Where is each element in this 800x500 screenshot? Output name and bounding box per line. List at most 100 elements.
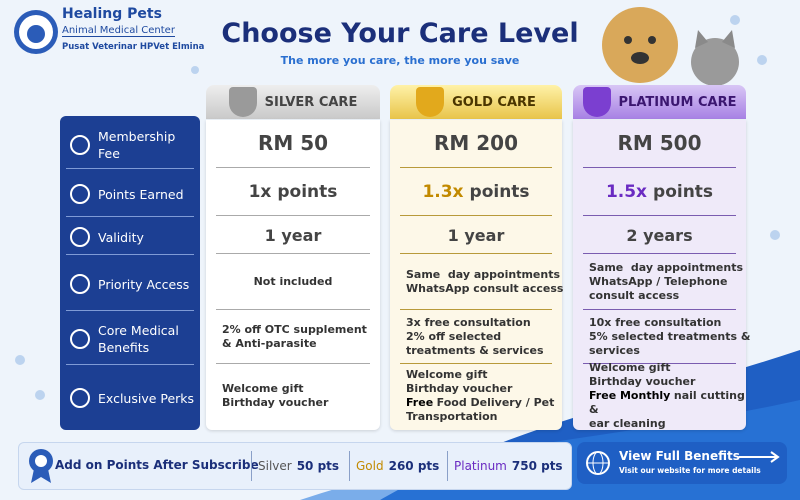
perk-line: Birthday voucher (406, 382, 562, 396)
benefit-line: Same day appointments (406, 268, 561, 281)
cell-divider (583, 363, 736, 364)
row-divider (66, 364, 194, 365)
perk-line: ear cleaning (589, 417, 746, 431)
row-divider (66, 216, 194, 217)
perk-line: Free Food Delivery / Pet (406, 396, 562, 410)
tier-cell: Welcome gift Birthday voucher Free Food De… (390, 366, 562, 426)
perk-line: Welcome gift (406, 368, 562, 382)
points-unit: points (277, 182, 338, 202)
footer-label: Add on Points After Subscribe (55, 458, 259, 472)
addon: Platinum 750 pts (447, 451, 563, 481)
tier-cell: Welcome gift Birthday voucher Free Monthly… (573, 361, 746, 430)
cell-divider (216, 215, 370, 216)
benefit-line: 10x free consultation (589, 316, 722, 329)
globe-icon (586, 451, 610, 475)
benefit-line: 3x free consultation (406, 316, 531, 329)
addon-points: 750 pts (511, 459, 563, 473)
benefit-line: services (589, 344, 640, 357)
addon-points: 50 pts (296, 459, 340, 473)
button-title: View Full Benefits (619, 449, 740, 463)
points-unit: points (469, 182, 530, 202)
perk-line: Birthday voucher (222, 396, 380, 410)
subtitle: The more you care, the more you save (280, 54, 520, 67)
arrow-icon (739, 451, 780, 463)
view-benefits-button[interactable]: View Full Benefits Visit our website for… (577, 442, 787, 484)
tier-header: GOLD CARE (390, 85, 562, 119)
cell-divider (400, 309, 552, 310)
row-icon (70, 227, 90, 247)
tier-column: RM 500 1.5x points 2 years Same day appointm… (573, 120, 751, 430)
cell-divider (583, 253, 736, 254)
perk-text: Free Monthly (589, 389, 671, 402)
row-icon (70, 184, 90, 204)
tier-cell: Same day appointments WhatsApp consult ac… (390, 256, 564, 308)
tier-cell: 1 year (206, 218, 380, 252)
cell-divider (400, 253, 552, 254)
row-label-text: Points Earned (98, 186, 184, 202)
benefit-line: 2% off selected (406, 330, 502, 343)
tier-name: PLATINUM CARE (618, 94, 737, 110)
fee: RM 500 (617, 131, 702, 155)
row-label: Exclusive Perks (62, 366, 198, 430)
badge-icon (29, 449, 53, 483)
tier-shield (582, 87, 611, 117)
tier-cell: RM 200 (390, 120, 562, 166)
tier-header: SILVER CARE (206, 85, 380, 119)
tier-header: PLATINUM CARE (573, 85, 746, 119)
row-label: Priority Access (62, 256, 198, 312)
tier-cell: 2% off OTC supplement & Anti-parasite (206, 312, 380, 362)
benefit-line: consult access (589, 289, 680, 302)
tier-cell: Same day appointments WhatsApp / Telephon… (573, 256, 746, 308)
tier-cell: RM 500 (573, 120, 746, 166)
fee: RM 200 (433, 131, 518, 155)
points-unit: points (653, 182, 714, 202)
points: 1.3x points (422, 182, 529, 202)
perk-line: Welcome gift (222, 382, 380, 396)
perk-text: Birthday voucher (406, 382, 513, 395)
benefit-line: WhatsApp / Telephone (589, 275, 728, 288)
addon-points: 260 pts (388, 459, 440, 473)
perk-line: Free Monthly nail cutting & (589, 389, 746, 417)
benefit-line: WhatsApp consult access (406, 282, 564, 295)
row-label: Validity (62, 218, 198, 256)
tier-cell: 3x free consultation 2% off selected treat… (390, 312, 562, 362)
row-divider (66, 310, 194, 311)
row-icon (70, 135, 90, 155)
tier-cell: 1 year (390, 218, 562, 252)
tier-column: RM 50 1x points 1 year Not included 2% off OT… (206, 120, 380, 430)
perk-text: Food Delivery / Pet (436, 396, 555, 409)
perk-line: Welcome gift (589, 361, 746, 375)
cell-divider (583, 167, 736, 168)
addon-tier: Silver (258, 459, 292, 473)
brand-subname: Pusat Veterinar HPVet Elmina (62, 42, 205, 52)
row-label: Core Medical Benefits (62, 312, 198, 366)
addon: Silver 50 pts (251, 451, 339, 481)
tier-cell: RM 50 (206, 120, 380, 166)
row-divider (66, 254, 194, 255)
tier-cell: 2 years (573, 218, 746, 252)
points-multiplier: 1.3x (422, 182, 464, 202)
row-icon (70, 274, 90, 294)
perk-line: Birthday voucher (589, 375, 746, 389)
points: 1.5x points (606, 182, 713, 202)
perk-text: Free (406, 396, 434, 409)
tier-cell: 1.5x points (573, 170, 746, 214)
row-label-text: Core Medical Benefits (98, 323, 179, 355)
addon-tier: Platinum (454, 459, 507, 473)
brand-name: Healing Pets (62, 6, 162, 22)
benefit-line: treatments & services (406, 344, 544, 357)
addon: Gold 260 pts (349, 451, 439, 481)
fee: RM 50 (257, 131, 329, 155)
tier-shield (228, 87, 257, 117)
addon-tier: Gold (356, 459, 384, 473)
benefit-line: & Anti-parasite (222, 337, 317, 350)
validity: 1 year (447, 225, 505, 245)
tier-cell: 1.3x points (390, 170, 562, 214)
cell-divider (216, 167, 370, 168)
benefit-line: Not included (253, 275, 333, 288)
points-multiplier: 1.5x (605, 182, 648, 202)
row-label-text: Validity (98, 229, 144, 245)
cell-divider (400, 215, 552, 216)
tier-name: GOLD CARE (452, 94, 536, 110)
